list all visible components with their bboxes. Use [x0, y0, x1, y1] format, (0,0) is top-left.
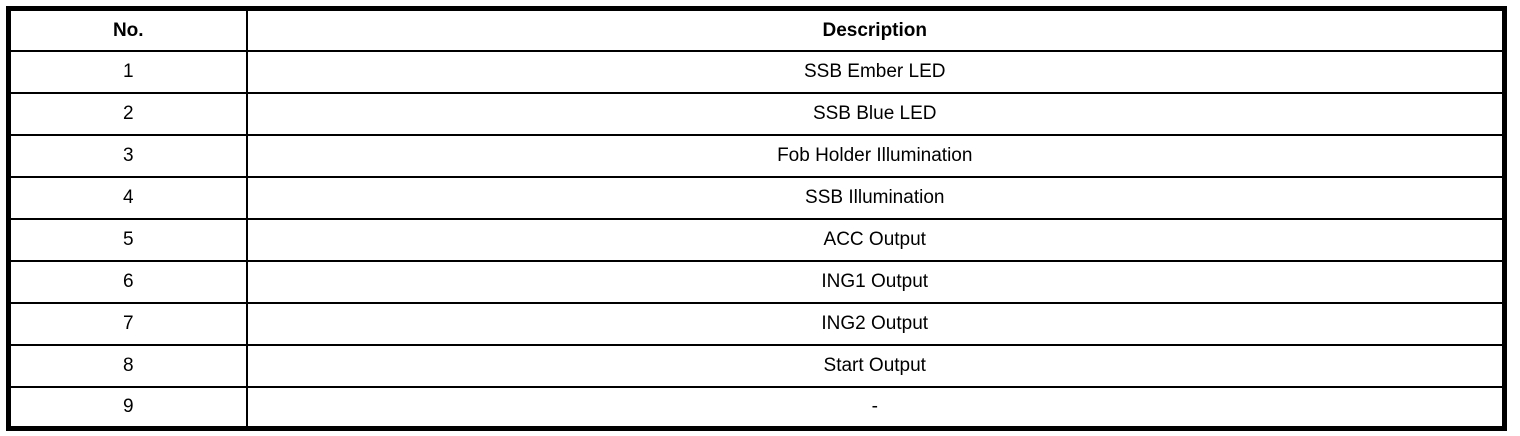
row-description-cell: SSB Ember LED: [245, 49, 1506, 94]
row-number-cell: 9: [7, 385, 248, 430]
table-row: 7 ING2 Output: [7, 301, 1506, 346]
table-header-row: No. Description: [7, 7, 1506, 52]
row-description-cell: ING2 Output: [245, 301, 1506, 346]
row-number-cell: 7: [7, 301, 248, 346]
column-header-no: No.: [7, 7, 248, 52]
table-row: 3 Fob Holder Illumination: [7, 133, 1506, 178]
row-number-cell: 1: [7, 49, 248, 94]
row-description-cell: Fob Holder Illumination: [245, 133, 1506, 178]
row-number-cell: 5: [7, 217, 248, 262]
table-row: 6 ING1 Output: [7, 259, 1506, 304]
description-table: No. Description 1 SSB Ember LED 2 SSB Blue …: [6, 6, 1507, 431]
table-row: 1 SSB Ember LED: [7, 49, 1506, 94]
row-number-cell: 2: [7, 91, 248, 136]
row-number-cell: 4: [7, 175, 248, 220]
row-description-cell: -: [245, 385, 1506, 430]
table-row: 9-: [7, 385, 1506, 430]
table-row: 2 SSB Blue LED: [7, 91, 1506, 136]
column-header-description: Description: [245, 7, 1506, 52]
row-description-cell: Start Output: [245, 343, 1506, 388]
row-number-cell: 3: [7, 133, 248, 178]
row-number-cell: 8: [7, 343, 248, 388]
table-row: 5 ACC Output: [7, 217, 1506, 262]
table-row: 4 SSB Illumination: [7, 175, 1506, 220]
row-description-cell: ACC Output: [245, 217, 1506, 262]
table-body: 1 SSB Ember LED 2 SSB Blue LED 3 Fob Holder I…: [7, 49, 1506, 430]
row-description-cell: SSB Illumination: [245, 175, 1506, 220]
table-row: 8 Start Output: [7, 343, 1506, 388]
row-description-cell: ING1 Output: [245, 259, 1506, 304]
row-description-cell: SSB Blue LED: [245, 91, 1506, 136]
row-number-cell: 6: [7, 259, 248, 304]
